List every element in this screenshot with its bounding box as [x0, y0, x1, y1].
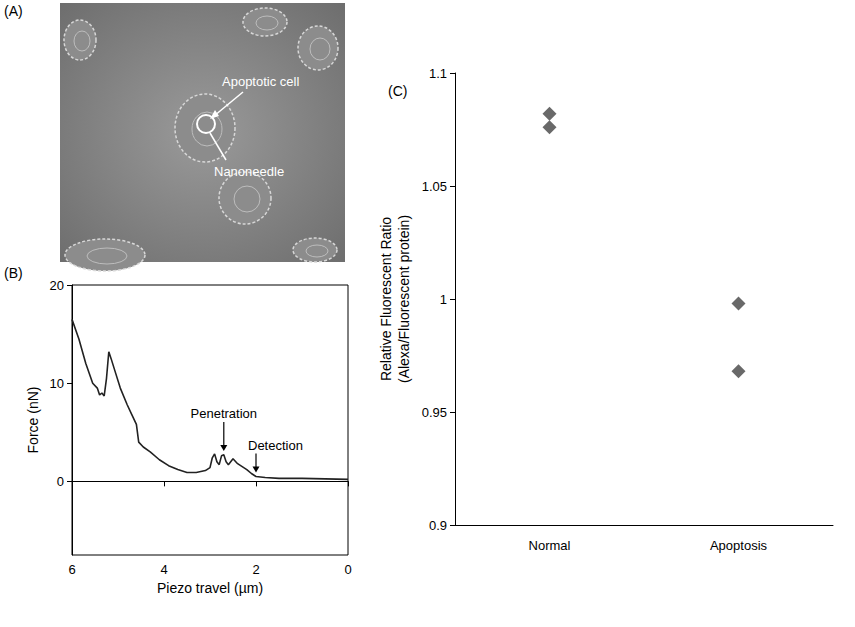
svg-text:4: 4 — [160, 562, 167, 577]
svg-text:(A): (A) — [4, 3, 23, 19]
svg-text:0: 0 — [57, 474, 64, 489]
svg-text:Force (nN): Force (nN) — [25, 387, 41, 454]
svg-text:Apoptotic cell: Apoptotic cell — [222, 74, 299, 89]
svg-text:Apoptosis: Apoptosis — [710, 538, 768, 553]
svg-text:6: 6 — [68, 562, 75, 577]
svg-text:1.1: 1.1 — [429, 66, 447, 81]
svg-text:10: 10 — [50, 376, 64, 391]
svg-text:2: 2 — [252, 562, 259, 577]
svg-text:0.9: 0.9 — [429, 518, 447, 533]
svg-text:1.05: 1.05 — [422, 179, 447, 194]
svg-text:(B): (B) — [4, 265, 23, 281]
svg-text:(C): (C) — [388, 83, 407, 99]
svg-text:(Alexa/Fluorescent protein): (Alexa/Fluorescent protein) — [396, 215, 412, 383]
svg-text:1: 1 — [440, 292, 447, 307]
svg-text:0: 0 — [344, 562, 351, 577]
svg-text:Piezo travel (µm): Piezo travel (µm) — [157, 580, 263, 596]
svg-text:Nanoneedle: Nanoneedle — [214, 164, 284, 179]
svg-text:20: 20 — [50, 278, 64, 293]
svg-text:Normal: Normal — [529, 538, 571, 553]
svg-text:0.95: 0.95 — [422, 405, 447, 420]
svg-text:Penetration: Penetration — [191, 406, 258, 421]
svg-text:Detection: Detection — [248, 438, 303, 453]
svg-text:Relative Fluorescent Ratio: Relative Fluorescent Ratio — [378, 217, 394, 381]
